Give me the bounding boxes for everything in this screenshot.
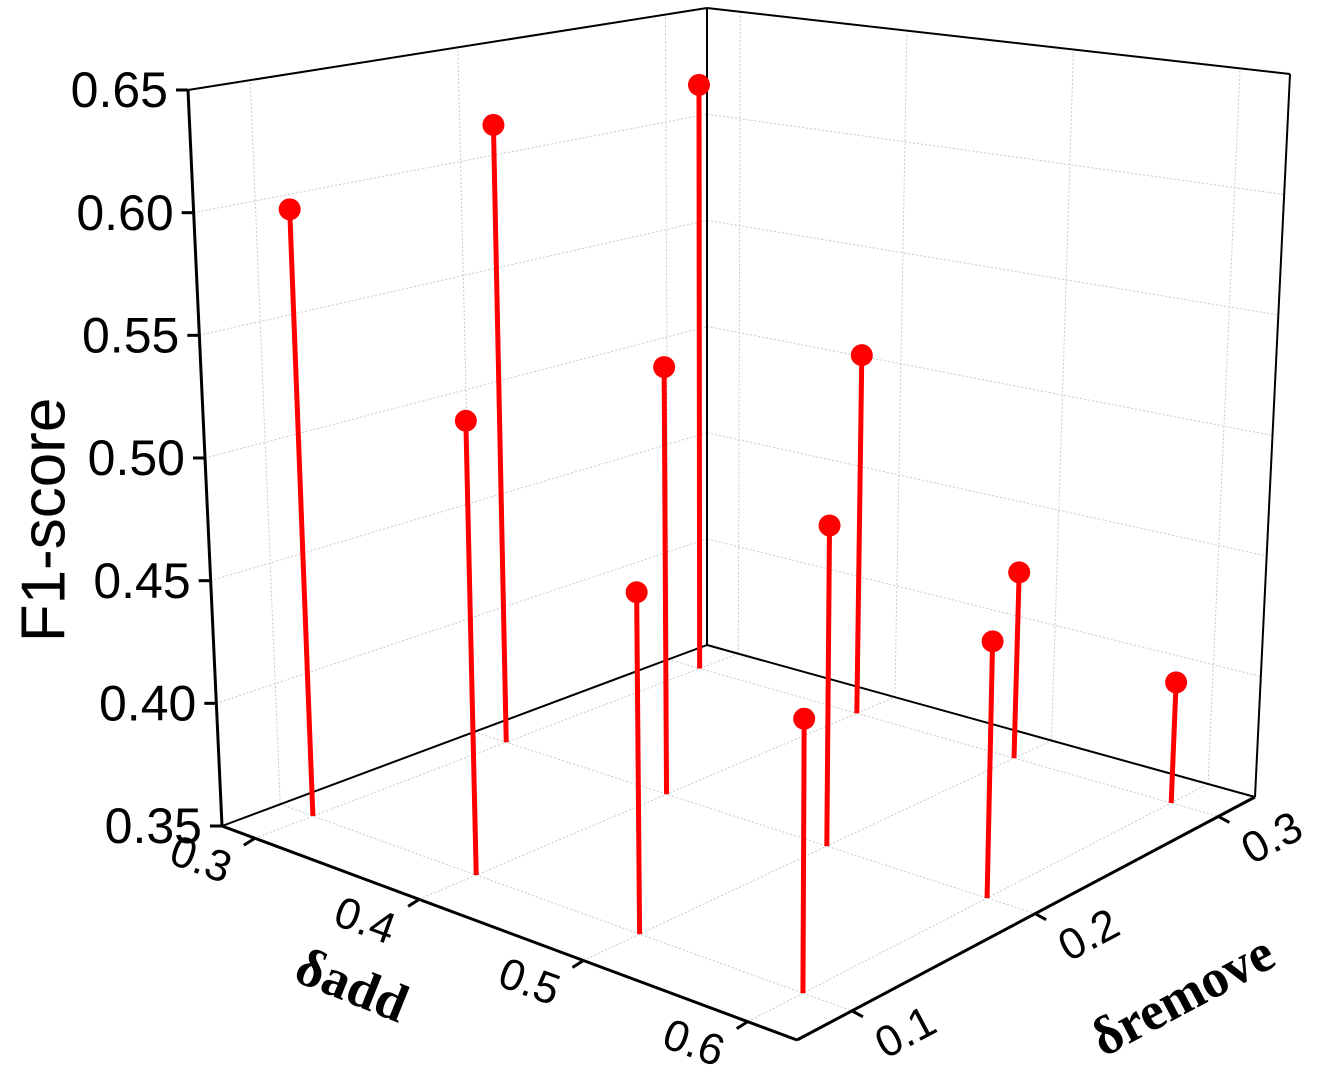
z-tick-label: 0.40 — [99, 676, 196, 732]
grid-line — [706, 219, 1279, 316]
grid-line — [474, 731, 1036, 915]
grid-line — [583, 740, 1052, 961]
point — [482, 113, 505, 136]
grid-line — [216, 538, 708, 704]
grid-line — [706, 113, 1285, 195]
point — [1008, 561, 1031, 584]
stem — [490, 124, 509, 743]
grid-line — [1050, 52, 1074, 741]
tick-mark — [851, 1009, 864, 1019]
z-tick-label: 0.55 — [82, 308, 179, 364]
box-edge — [221, 644, 708, 827]
x-tick-label: 0.4 — [328, 887, 402, 954]
point — [850, 344, 873, 367]
point — [653, 356, 676, 379]
tick-mark — [1217, 815, 1231, 824]
point — [278, 198, 301, 221]
box-edge — [706, 7, 1291, 75]
z-axis-label: F1-score — [9, 398, 78, 643]
grid-line — [706, 432, 1267, 557]
box-edge — [706, 644, 1256, 798]
stem — [287, 209, 316, 817]
point — [818, 514, 841, 537]
stem — [463, 420, 479, 876]
stem — [661, 367, 670, 795]
z-tick-label: 0.60 — [76, 185, 173, 241]
x-tick-label: 0.6 — [657, 1009, 731, 1076]
point — [687, 73, 710, 96]
z-tick-label: 0.45 — [93, 553, 190, 609]
grid-line — [249, 81, 281, 805]
box-edge — [1254, 73, 1291, 798]
grid-line — [204, 326, 708, 459]
stem — [634, 592, 643, 935]
tick-mark — [571, 959, 585, 969]
stem — [854, 355, 865, 714]
point — [1165, 671, 1188, 694]
tick-mark — [407, 898, 420, 908]
grid-line — [193, 113, 708, 214]
y-axis — [796, 795, 1256, 1042]
stem — [800, 718, 807, 994]
point — [454, 409, 477, 432]
point — [625, 581, 648, 604]
x-tick-label: 0.5 — [492, 948, 566, 1015]
stem — [696, 84, 703, 669]
grid-line — [706, 538, 1261, 677]
y-tick-label: 0.2 — [1050, 899, 1127, 971]
grid-line — [199, 219, 708, 336]
grid-line — [418, 696, 896, 900]
grid-line — [668, 658, 1219, 817]
grid-line — [706, 326, 1273, 436]
point — [793, 707, 816, 730]
x-axis — [221, 824, 798, 1042]
z-tick-label: 0.65 — [71, 62, 168, 118]
box-edge — [187, 7, 708, 91]
grid-line — [894, 33, 908, 698]
y-tick-label: 0.3 — [1234, 802, 1311, 874]
z-tick-label: 0.35 — [105, 798, 202, 854]
tick-mark — [243, 836, 256, 847]
tick-mark — [1034, 912, 1047, 921]
tick-mark — [735, 1020, 749, 1030]
stem — [824, 525, 833, 847]
point — [981, 630, 1004, 653]
stem — [984, 641, 996, 899]
grid-line — [280, 803, 853, 1012]
x-axis-label: δadd — [288, 935, 417, 1034]
stem — [1168, 682, 1179, 804]
stem — [1011, 572, 1022, 759]
y-tick-label: 0.1 — [867, 996, 944, 1068]
grid-line — [210, 432, 708, 582]
z-tick-label: 0.50 — [88, 430, 185, 486]
grid-line — [1207, 69, 1241, 784]
